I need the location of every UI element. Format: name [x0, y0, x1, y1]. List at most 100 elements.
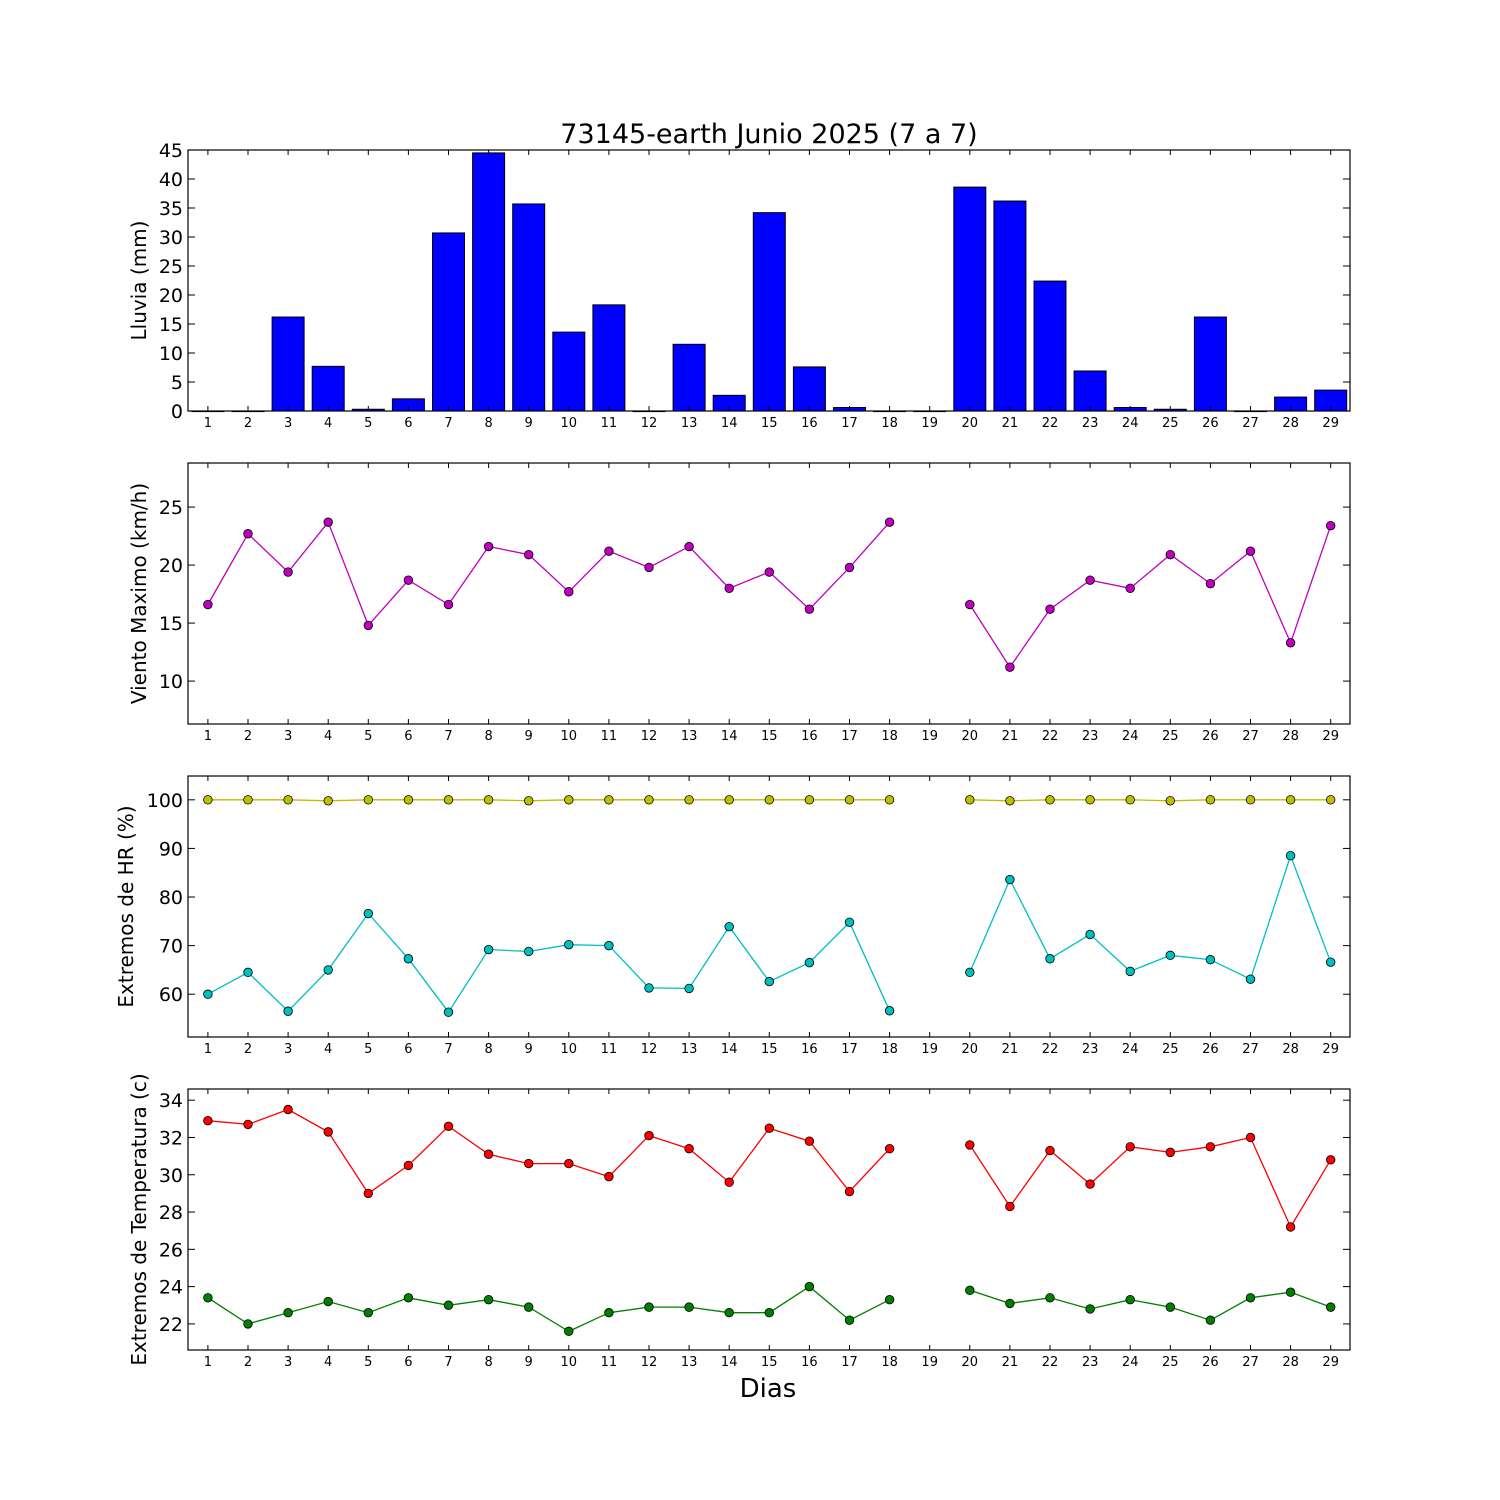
y-tick-label: 90	[159, 838, 183, 860]
series-1-point-22	[1045, 1145, 1055, 1156]
x-tick-label: 25	[1162, 416, 1179, 431]
x-tick-label: 12	[641, 1042, 658, 1057]
series-2-point-21	[1005, 1298, 1015, 1309]
series-2-point-6	[403, 954, 414, 964]
x-tick-label: 26	[1202, 729, 1219, 744]
y-axis-label: Extremos de HR (%)	[114, 805, 138, 1007]
chart-panel-4: 1 2 3 4 5 6 7 8 9 10 11 12 13 14 15 16 17 18 19 20 21 22 23 24 2…	[127, 1073, 1351, 1404]
y-tick-label: 28	[159, 1202, 183, 1224]
series-1-point-14	[724, 795, 734, 805]
series-1-point-15	[764, 567, 775, 577]
chart-panel-3: 1 2 3 4 5 6 7 8 9 10 11 12 13 14 15 16 17 18 19 20 21 22 23 24 2…	[114, 775, 1351, 1057]
y-tick-label: 45	[159, 140, 183, 162]
series-2-point-23	[1085, 1304, 1095, 1314]
bar-1	[191, 410, 225, 413]
x-tick-label: 1	[204, 1042, 212, 1057]
series-2-point-11	[604, 1308, 614, 1318]
x-tick-label: 25	[1162, 1042, 1179, 1057]
series-1-point-6	[403, 575, 414, 585]
series-1-point-8	[483, 541, 494, 552]
series-1-point-11	[604, 546, 614, 556]
series-1-line-segment-1	[207, 1108, 891, 1195]
x-tick-label: 7	[444, 1042, 452, 1057]
series-1-point-12	[644, 562, 654, 573]
x-tick-label: 26	[1202, 1355, 1219, 1370]
series-1-point-16	[804, 1136, 815, 1146]
series-2-point-25	[1165, 1302, 1176, 1312]
series-1-point-21	[1005, 1201, 1015, 1212]
series-2-point-16	[804, 1281, 815, 1292]
x-tick-label: 11	[601, 1042, 618, 1057]
series-1-point-7	[443, 599, 454, 610]
x-tick-label: 14	[721, 1355, 738, 1370]
y-tick-label: 34	[159, 1090, 183, 1112]
x-tick-label: 8	[484, 416, 492, 431]
x-tick-label: 3	[284, 729, 292, 744]
series-1-point-6	[403, 795, 414, 805]
x-tick-label: 19	[921, 729, 938, 744]
y-tick-label: 100	[147, 790, 183, 812]
x-tick-label: 13	[681, 729, 698, 744]
series-1-point-5	[363, 1188, 374, 1199]
y-axis-label: Viento Maximo (km/h)	[127, 483, 151, 704]
series-1-point-18	[884, 1143, 895, 1154]
y-tick-label: 20	[159, 555, 183, 577]
series-1-point-26	[1205, 1142, 1216, 1152]
series-1-point-4	[323, 1127, 333, 1137]
x-tick-label: 24	[1122, 1042, 1139, 1057]
x-tick-label: 2	[244, 416, 252, 431]
series-1-point-2	[243, 529, 253, 539]
y-tick-label: 5	[171, 372, 183, 394]
x-tick-label: 29	[1322, 416, 1339, 431]
series-1-point-24	[1125, 583, 1135, 593]
series-1-point-29	[1325, 520, 1336, 531]
series-1-line-segment-2	[969, 1136, 1332, 1229]
x-tick-label: 9	[525, 416, 533, 431]
series-2-point-9	[524, 946, 534, 957]
series-2-point-16	[804, 957, 815, 968]
bar-16	[792, 366, 826, 412]
series-1-point-29	[1325, 1155, 1336, 1165]
series-1-point-26	[1205, 795, 1216, 805]
series-2-point-25	[1165, 950, 1176, 961]
bar-22	[1033, 280, 1067, 412]
series-1-point-27	[1245, 1132, 1256, 1143]
series-1-point-26	[1205, 578, 1216, 589]
series-2-point-18	[884, 1294, 895, 1305]
series-1-point-2	[243, 795, 253, 805]
x-tick-label: 4	[324, 416, 332, 431]
series-1-point-13	[684, 795, 694, 805]
y-tick-label: 32	[159, 1127, 183, 1149]
series-2-point-7	[443, 1300, 454, 1310]
x-tick-label: 21	[1002, 1355, 1019, 1370]
series-1-point-11	[604, 1171, 614, 1182]
x-tick-label: 4	[324, 1042, 332, 1057]
x-tick-label: 23	[1082, 416, 1099, 431]
x-tick-label: 6	[404, 1042, 412, 1057]
series-1-point-9	[524, 549, 534, 560]
series-1-point-23	[1085, 1179, 1095, 1189]
y-tick-label: 20	[159, 285, 183, 307]
series-1-point-3	[283, 1104, 293, 1115]
x-tick-label: 9	[525, 729, 533, 744]
series-1-point-27	[1245, 795, 1256, 805]
series-1-point-17	[844, 562, 855, 573]
series-2-point-17	[844, 917, 855, 927]
x-tick-label: 27	[1242, 729, 1259, 744]
series-1-line-segment-2	[969, 525, 1332, 669]
x-tick-label: 23	[1082, 1355, 1099, 1370]
x-tick-label: 16	[801, 729, 818, 744]
series-2-point-21	[1005, 874, 1015, 885]
x-tick-label: 8	[484, 729, 492, 744]
x-tick-label: 5	[364, 729, 372, 744]
y-tick-label: 10	[159, 343, 183, 365]
series-2-line-segment-1	[207, 912, 891, 1014]
series-1-point-29	[1325, 795, 1336, 805]
series-2-point-13	[684, 1302, 694, 1312]
x-tick-label: 17	[841, 416, 858, 431]
series-1-line-segment-1	[207, 799, 890, 802]
x-tick-label: 24	[1122, 729, 1139, 744]
x-tick-label: 7	[444, 416, 452, 431]
series-2-point-4	[323, 1296, 333, 1307]
series-1-point-18	[884, 517, 895, 527]
